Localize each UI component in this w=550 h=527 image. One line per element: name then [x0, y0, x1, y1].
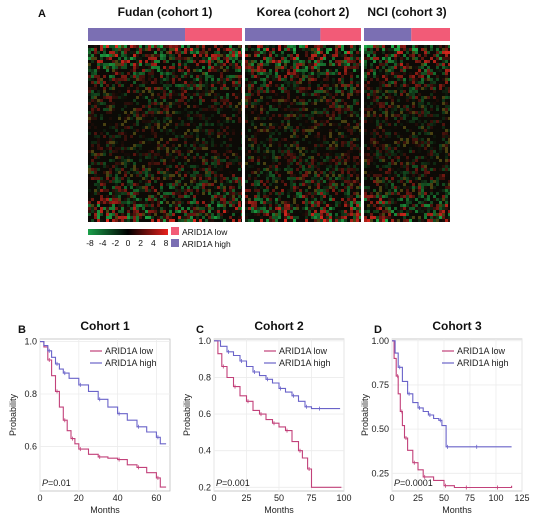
y-axis-label: Probability — [8, 393, 18, 436]
x-tick-label: 50 — [439, 493, 449, 503]
group-bar-arid1a-high — [364, 28, 412, 41]
km-curve-arid1a-low — [214, 340, 342, 488]
legend-label: ARID1A low — [105, 346, 154, 356]
color-scale-tick: 0 — [126, 238, 131, 248]
group-bar-arid1a-high — [88, 28, 186, 41]
km-chart-1: 0 20 40 60 0.6 0.8 1.0 Months Probability ARID1A … — [8, 337, 171, 515]
legend-swatch-arid1a-low — [171, 227, 179, 235]
y-tick-label: 1.0 — [24, 337, 37, 347]
y-tick-label: 0.8 — [198, 372, 211, 382]
heatmap-cohort-2 — [245, 45, 361, 222]
color-scale-tick: -8 — [86, 238, 94, 248]
heatmap-figure: -8 -4 -2 0 2 4 8 — [86, 28, 450, 248]
km-title-cohort-1: Cohort 1 — [80, 319, 130, 333]
x-tick-label: 20 — [74, 493, 84, 503]
km-curve-arid1a-low — [40, 341, 167, 488]
y-tick-label: 0.6 — [198, 409, 211, 419]
x-tick-label: 75 — [465, 493, 475, 503]
legend-swatch-arid1a-high — [171, 239, 179, 247]
x-tick-label: 0 — [37, 493, 42, 503]
x-tick-label: 75 — [306, 493, 316, 503]
y-tick-label: 0.4 — [198, 446, 211, 456]
x-tick-label: 100 — [336, 493, 351, 503]
x-tick-label: 100 — [488, 493, 503, 503]
y-tick-label: 0.25 — [371, 468, 389, 478]
x-axis-label: Months — [90, 505, 120, 515]
y-tick-label: 0.6 — [24, 441, 37, 451]
km-curve-arid1a-high — [214, 340, 341, 410]
group-bar-arid1a-low — [411, 28, 450, 41]
km-chart-3: 0 25 50 75 100 125 0.25 0.50 0.75 1.00 Months Proba… — [360, 336, 530, 515]
y-tick-label: 0.8 — [24, 389, 37, 399]
km-curve-arid1a-high — [392, 340, 512, 448]
y-tick-label: 0.50 — [371, 424, 389, 434]
y-axis-label: Probability — [360, 393, 370, 436]
color-scale-tick: -2 — [112, 238, 120, 248]
color-scale-tick: 2 — [138, 238, 143, 248]
group-bar-arid1a-high — [245, 28, 321, 41]
legend-label: ARID1A low — [457, 346, 506, 356]
heatmap-cohort-3 — [364, 45, 450, 222]
y-tick-label: 1.0 — [198, 336, 211, 346]
x-tick-label: 25 — [241, 493, 251, 503]
legend-label: ARID1A high — [105, 358, 157, 368]
heatmap-title-cohort-2: Korea (cohort 2) — [256, 5, 350, 19]
panel-letter-a: A — [38, 8, 46, 20]
km-chart-2: 0 25 50 75 100 0.2 0.4 0.6 0.8 1.0 Months Probabili… — [182, 336, 352, 515]
panel-letter-b: B — [18, 324, 26, 336]
panel-letter-c: C — [196, 324, 204, 336]
color-scale-tick: 8 — [164, 238, 169, 248]
plot-area — [391, 338, 523, 492]
heatmap-title-cohort-1: Fudan (cohort 1) — [117, 5, 213, 19]
group-bar-arid1a-low — [320, 28, 361, 41]
y-tick-label: 0.75 — [371, 380, 389, 390]
color-scale-tick: 4 — [151, 238, 156, 248]
p-value: P=0.001 — [216, 478, 250, 488]
y-axis-label: Probability — [182, 393, 192, 436]
p-value: P=0.0001 — [394, 478, 433, 488]
x-tick-label: 0 — [389, 493, 394, 503]
legend-label: ARID1A high — [279, 358, 331, 368]
x-tick-label: 25 — [413, 493, 423, 503]
heatmap-title-cohort-3: NCI (cohort 3) — [367, 5, 447, 19]
legend-label: ARID1A low — [279, 346, 328, 356]
legend-label-arid1a-high: ARID1A high — [182, 239, 231, 249]
x-tick-label: 40 — [113, 493, 123, 503]
km-title-cohort-3: Cohort 3 — [432, 319, 482, 333]
color-scale-bar — [88, 229, 168, 235]
y-tick-label: 1.00 — [371, 336, 389, 346]
km-curve-arid1a-low — [392, 340, 513, 489]
x-axis-label: Months — [442, 505, 472, 515]
x-axis-label: Months — [264, 505, 294, 515]
group-bar-arid1a-low — [185, 28, 242, 41]
km-title-cohort-2: Cohort 2 — [254, 319, 304, 333]
color-scale-tick: -4 — [99, 238, 107, 248]
heatmap-cohort-1 — [88, 45, 242, 222]
km-curve-arid1a-high — [40, 341, 167, 445]
x-tick-label: 125 — [514, 493, 529, 503]
panel-letter-d: D — [374, 324, 382, 336]
x-tick-label: 60 — [151, 493, 161, 503]
p-value: P=0.01 — [42, 478, 71, 488]
legend-label: ARID1A high — [457, 358, 509, 368]
plot-area — [39, 338, 171, 492]
y-tick-label: 0.2 — [198, 482, 211, 492]
legend-label-arid1a-low: ARID1A low — [182, 227, 228, 237]
x-tick-label: 0 — [211, 493, 216, 503]
x-tick-label: 50 — [274, 493, 284, 503]
